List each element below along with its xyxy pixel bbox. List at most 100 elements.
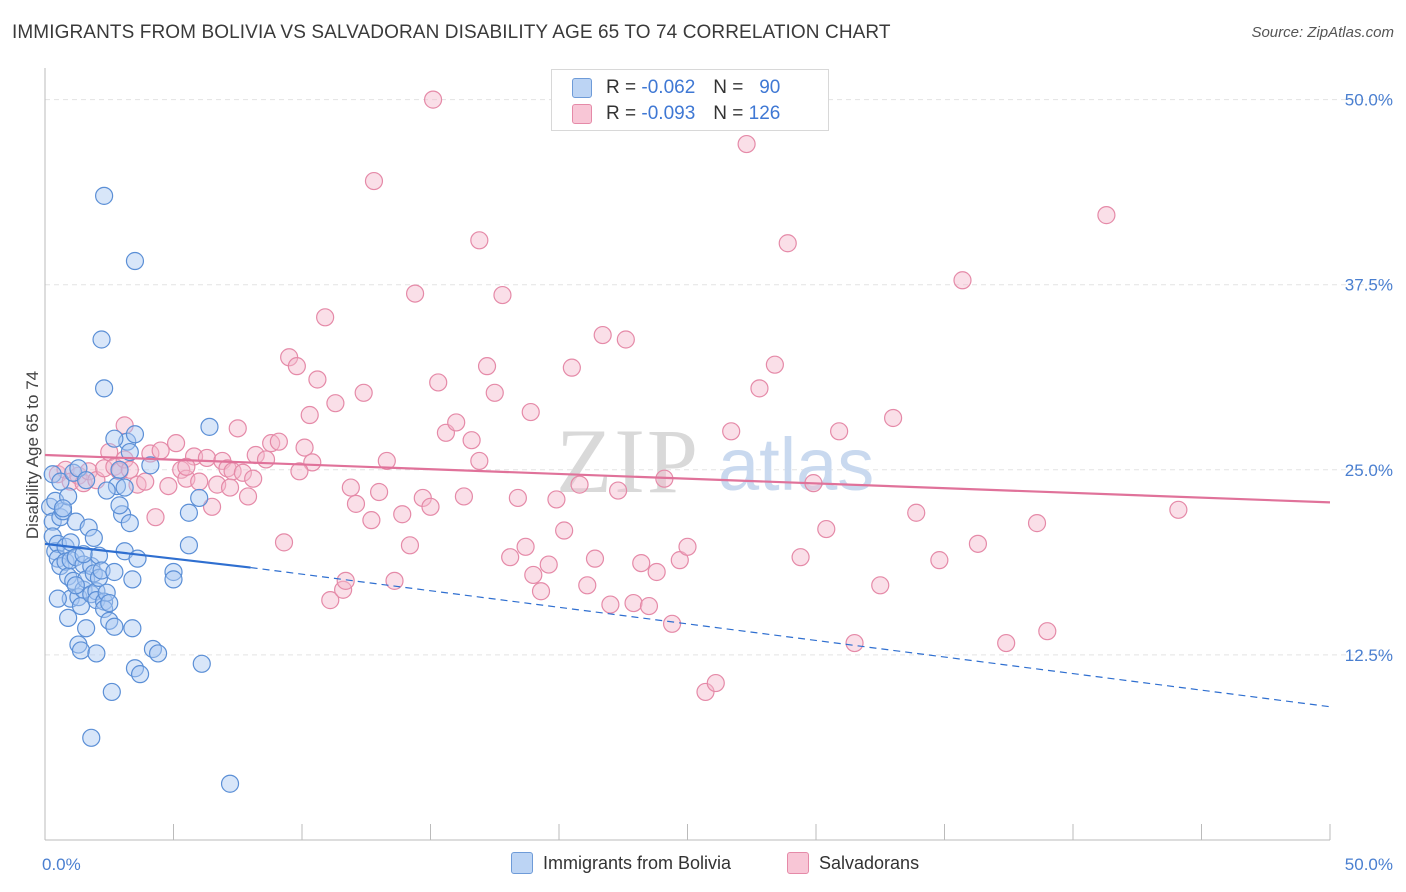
salvadorans-point (429, 373, 448, 392)
bolivia-point (123, 619, 142, 638)
salvadorans-point (501, 548, 520, 567)
salvadorans-point (316, 308, 335, 327)
salvadorans-point (274, 533, 294, 552)
bolivia-point (43, 465, 62, 484)
salvadorans-point (172, 460, 191, 479)
bottom-legend-swatch-bolivia (511, 852, 533, 874)
legend-row-salvadorans: R = -0.093 N = 126 (572, 102, 780, 126)
salvadorans-point (1038, 622, 1057, 641)
salvadorans-point (817, 519, 836, 539)
bolivia-point (92, 330, 111, 349)
salvadorans-point (300, 405, 319, 425)
watermark-zip: ZIP (556, 410, 700, 512)
bolivia-point (130, 665, 150, 684)
trend-lines (44, 453, 1331, 708)
bolivia-point (102, 682, 121, 702)
bolivia-point (110, 460, 129, 479)
salvadorans-point (485, 383, 504, 402)
salvadorans-points (48, 90, 1188, 702)
salvadorans-point (202, 497, 222, 516)
salvadorans-point (1097, 206, 1116, 225)
bottom-legend-label-bolivia: Immigrants from Bolivia (543, 852, 732, 873)
bottom-legend-swatch-salvadorans (787, 852, 809, 874)
bolivia-point (61, 589, 80, 608)
legend-n-value: 90 (759, 77, 781, 98)
bolivia-point (77, 619, 96, 638)
salvadorans-point (624, 593, 643, 613)
bolivia-point (128, 549, 147, 568)
bolivia-point (95, 186, 114, 205)
salvadorans-point (791, 548, 810, 567)
legend-r-label: R = (606, 103, 637, 124)
salvadorans-point (778, 234, 797, 253)
bolivia-point (105, 429, 124, 448)
salvadorans-point (159, 476, 178, 496)
salvadorans-point (470, 231, 489, 250)
salvadorans-point (570, 475, 589, 494)
salvadorans-point (531, 582, 551, 601)
bolivia-point (100, 611, 119, 630)
bolivia-trend-dashed (250, 566, 1331, 708)
salvadorans-point (447, 413, 466, 432)
y-tick-label: 37.5% (1345, 276, 1393, 295)
bolivia-point (66, 576, 85, 595)
salvadorans-point (516, 537, 535, 556)
salvadorans-point (616, 330, 635, 349)
bolivia-point (190, 488, 209, 508)
bolivia-point (200, 417, 219, 436)
salvadorans-point (562, 358, 581, 377)
salvadorans-point (177, 457, 196, 476)
salvadorans-point (220, 478, 240, 497)
bolivia-point (84, 528, 103, 548)
watermark: ZIP atlas (556, 410, 874, 512)
salvadorans-point (632, 553, 651, 573)
salvadorans-point (639, 596, 659, 616)
salvadorans-point (364, 171, 384, 191)
salvadorans-point (354, 383, 373, 402)
chart-source: Source: ZipAtlas.com (1251, 24, 1394, 41)
bolivia-point (110, 496, 129, 515)
y-axis-label: Disability Age 65 to 74 (23, 371, 42, 539)
legend-r-value: -0.093 (641, 103, 696, 124)
salvadorans-point (287, 357, 306, 376)
bottom-legend-bolivia: Immigrants from Bolivia (511, 852, 731, 874)
salvadorans-point (385, 571, 404, 590)
bolivia-point (97, 481, 116, 500)
salvadorans-point (362, 511, 381, 530)
salvadorans-point (197, 448, 217, 468)
salvadorans-point (1169, 500, 1188, 519)
legend-row-bolivia: R = -0.062 N = 90 (572, 76, 780, 100)
bolivia-trend-solid (44, 542, 251, 569)
x-tick-labels: 0.0% 50.0% (42, 855, 1393, 874)
salvadorans-point (303, 453, 322, 472)
legend-swatch-salvadorans (572, 104, 592, 124)
legend-r-value: -0.062 (641, 77, 696, 98)
salvadorans-point (493, 285, 512, 305)
salvadorans-point (953, 271, 972, 290)
salvadorans-point (238, 487, 258, 506)
salvadorans-point (136, 472, 155, 491)
salvadorans-point (737, 134, 756, 154)
bolivia-point (192, 654, 211, 673)
bolivia-point (95, 379, 114, 398)
salvadorans-point (346, 494, 366, 513)
bolivia-point (115, 478, 134, 497)
salvadorans-point (421, 497, 440, 516)
salvadorans-trend (44, 453, 1331, 504)
bottom-legend-label-salvadorans: Salvadorans (819, 852, 920, 873)
legend-n-label: N = (713, 103, 744, 124)
salvadorans-point (370, 482, 389, 502)
salvadorans-point (601, 595, 620, 614)
bolivia-point (71, 641, 91, 660)
salvadorans-point (845, 633, 864, 653)
bolivia-point (179, 536, 199, 555)
bolivia-point (179, 503, 199, 522)
salvadorans-point (547, 490, 566, 509)
legend: R = -0.062 N = 90 R = -0.093 N = 126 (551, 69, 829, 131)
salvadorans-point (308, 370, 327, 389)
salvadorans-point (578, 576, 597, 595)
salvadorans-point (930, 551, 949, 570)
salvadorans-point (647, 562, 666, 582)
salvadorans-point (609, 481, 628, 500)
